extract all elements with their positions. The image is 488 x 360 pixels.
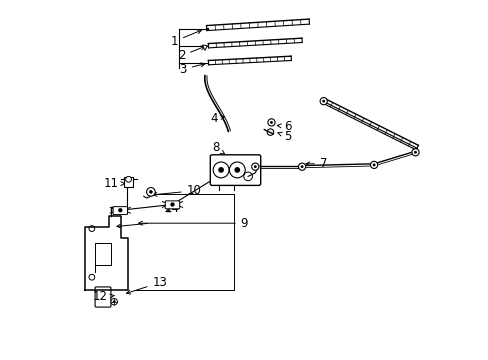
FancyBboxPatch shape — [165, 201, 179, 209]
Circle shape — [253, 165, 256, 168]
Text: 10: 10 — [153, 184, 201, 197]
Circle shape — [320, 98, 326, 105]
Circle shape — [298, 163, 305, 170]
Circle shape — [267, 119, 275, 126]
Text: 9: 9 — [138, 217, 248, 230]
Circle shape — [218, 167, 224, 173]
Circle shape — [111, 298, 117, 305]
FancyBboxPatch shape — [95, 287, 111, 307]
Circle shape — [146, 188, 155, 196]
Circle shape — [234, 167, 240, 173]
Text: 2: 2 — [177, 46, 204, 62]
Text: 8: 8 — [212, 141, 224, 154]
Circle shape — [300, 165, 303, 168]
Circle shape — [370, 161, 377, 168]
Circle shape — [149, 190, 152, 194]
Text: 1: 1 — [170, 30, 201, 48]
Text: 7: 7 — [305, 157, 327, 170]
Text: 11: 11 — [103, 177, 124, 190]
Circle shape — [113, 300, 115, 303]
Text: 12: 12 — [93, 291, 114, 303]
Circle shape — [118, 208, 122, 212]
Circle shape — [413, 151, 416, 154]
Circle shape — [125, 176, 131, 182]
Text: 6: 6 — [277, 120, 291, 133]
Circle shape — [251, 163, 258, 170]
Text: 5: 5 — [277, 130, 291, 143]
Circle shape — [372, 163, 375, 166]
Circle shape — [411, 149, 418, 156]
Polygon shape — [202, 45, 207, 50]
Bar — [124, 177, 133, 187]
Circle shape — [322, 100, 325, 103]
Circle shape — [170, 202, 174, 207]
Text: 3: 3 — [179, 63, 204, 76]
Circle shape — [269, 121, 272, 124]
Text: 4: 4 — [210, 112, 224, 125]
Text: 14: 14 — [164, 202, 180, 215]
FancyBboxPatch shape — [113, 207, 127, 215]
Text: 13: 13 — [126, 276, 167, 294]
FancyBboxPatch shape — [210, 155, 260, 185]
